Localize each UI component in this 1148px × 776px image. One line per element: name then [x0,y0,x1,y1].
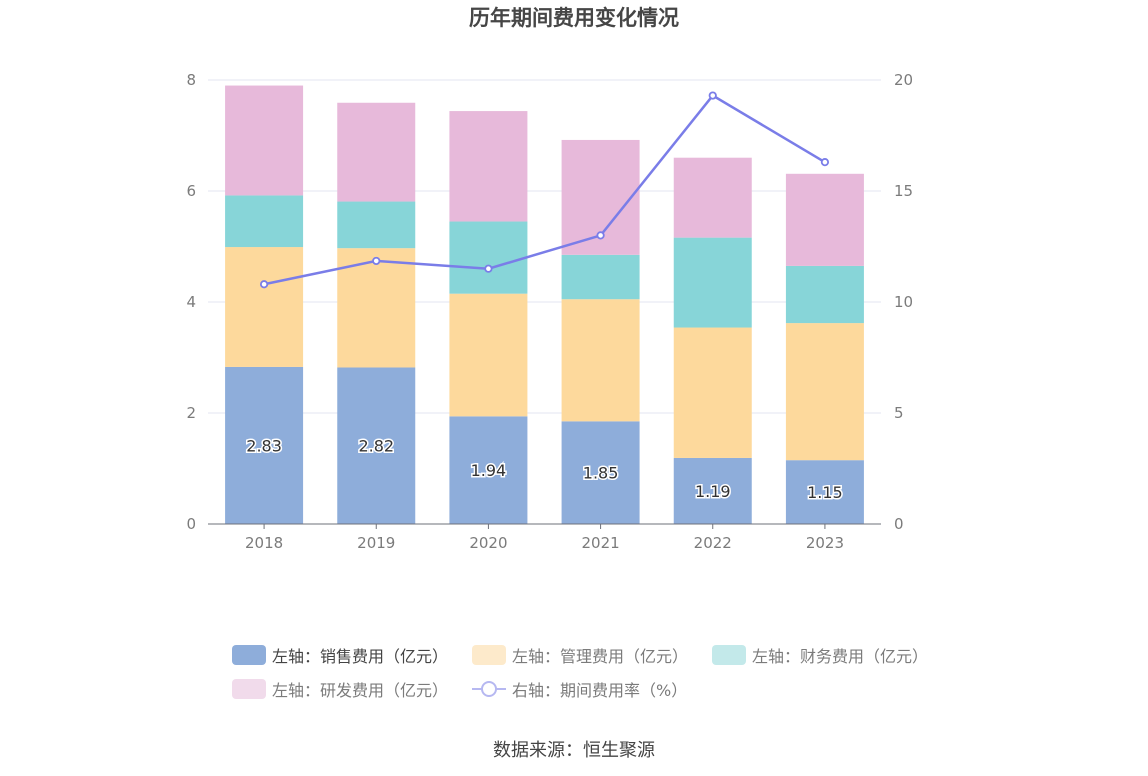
bar-segment [225,366,304,524]
y-right-tick-label: 20 [894,71,913,89]
x-tick-label: 2023 [806,534,844,552]
x-tick-label: 2018 [245,534,283,552]
bar-segment [337,248,416,368]
bar-segment [673,157,752,238]
x-tick-label: 2021 [581,534,619,552]
bars [225,85,864,524]
y-right-tick-label: 10 [894,293,913,311]
legend-item-management[interactable]: 左轴：管理费用（亿元） [472,643,688,667]
bar-segment [449,416,528,524]
bar-segment [785,323,864,461]
grid-lines [208,79,881,414]
y-left-tick-label: 2 [186,404,196,422]
legend-label-finance: 左轴：财务费用（亿元） [752,647,929,666]
y-right-tick-label: 5 [894,404,904,422]
legend-item-finance[interactable]: 左轴：财务费用（亿元） [712,643,928,667]
bar-segment [785,265,864,324]
rate-point [259,280,269,289]
legend-label-rnd: 左轴：研发费用（亿元） [272,681,449,700]
legend-label-rate: 右轴：期间费用率（%） [512,681,688,700]
bar-segment [225,195,304,248]
rate-point [372,256,381,266]
legend-item-rnd[interactable]: 左轴：研发费用（亿元） [232,677,448,701]
y-left-tick-label: 0 [186,515,196,533]
rate-line [259,91,830,289]
data-label: 1.19 [695,482,731,501]
data-labels: 2.83 2.82 1.94 1.85 1.19 1.15 [245,435,844,504]
bar-segment [449,221,528,294]
rate-point [708,91,717,100]
legend-item-rate[interactable]: 右轴：期间费用率（%） [472,677,687,701]
x-tick-label: 2022 [694,534,732,552]
bar-segment [337,201,416,249]
source-note: 数据来源：恒生聚源 [493,740,655,761]
legend: 左轴：销售费用（亿元） 左轴：管理费用（亿元） 左轴：财务费用（亿元） 左轴：研… [232,638,932,706]
bar-segment [337,367,416,524]
bar-segment [561,254,640,300]
legend-label-sales: 左轴：销售费用（亿元） [272,647,449,666]
y-right-tick-label: 0 [894,515,904,533]
legend-swatch-management [472,645,507,665]
legend-swatch-finance [712,645,747,665]
bar-segment [225,85,304,196]
data-label: 1.94 [471,461,507,480]
rate-point [484,264,493,273]
legend-swatch-rnd [232,679,266,699]
bar-segment [785,460,864,524]
bar-segment [785,173,864,266]
bar-segment [673,327,752,458]
bar-segment [337,102,416,202]
data-label: 2.82 [358,437,394,456]
legend-swatch-sales [232,645,266,665]
rate-point [596,231,605,240]
x-tick-label: 2020 [469,534,507,552]
legend-label-management: 左轴：管理费用（亿元） [512,647,689,666]
data-label: 2.83 [246,436,282,455]
bar-segment [561,421,640,524]
bar-segment [449,293,528,417]
axes: 0 2 4 6 8 0 5 10 15 20 2018 2019 2020 2021 2022 2023 [186,71,913,552]
rate-line-path [263,93,826,286]
y-left-tick-label: 4 [186,293,196,311]
y-left-tick-label: 6 [186,182,196,200]
chart-title: 历年期间费用变化情况 [469,6,679,30]
bar-segment [673,457,752,524]
rate-point [820,158,830,167]
y-left-tick-label: 8 [186,71,196,89]
bar-segment [673,237,752,328]
legend-item-sales[interactable]: 左轴：销售费用（亿元） [232,643,448,667]
x-tick-label: 2019 [357,534,395,552]
legend-line-icon [472,679,507,699]
data-label: 1.85 [583,464,619,483]
bar-segment [225,247,304,367]
bar-segment [561,299,640,422]
bar-segment [449,111,528,222]
y-right-tick-label: 15 [894,182,913,200]
data-label: 1.15 [807,483,843,502]
